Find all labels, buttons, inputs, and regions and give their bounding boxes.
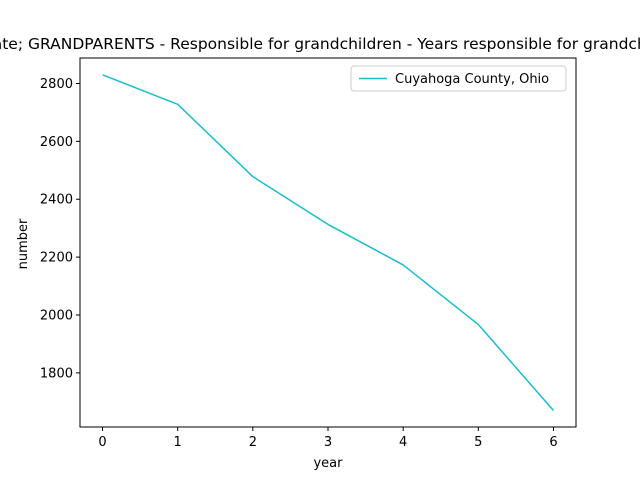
plot-area: 0 1 2 3 4 5 6 1800 2000 2200 2400 2600 2800 Cuyahoga … xyxy=(40,57,577,450)
y-axis-label: number xyxy=(16,218,31,269)
legend-box xyxy=(350,65,567,92)
x-axis-label: year xyxy=(313,456,343,471)
x-tick-label: 2 xyxy=(249,435,257,450)
x-tick-label: 6 xyxy=(549,435,557,450)
y-tick-label: 2200 xyxy=(40,251,73,266)
chart-title: Estimate; GRANDPARENTS - Responsible for… xyxy=(0,35,640,53)
x-tick-label: 5 xyxy=(474,435,482,450)
plot-frame xyxy=(79,57,577,428)
x-tick-label: 0 xyxy=(98,435,106,450)
y-tick-label: 2400 xyxy=(40,193,73,208)
y-tick-label: 1800 xyxy=(40,366,73,381)
y-tick-label: 2600 xyxy=(40,135,73,150)
x-tick-label: 1 xyxy=(174,435,182,450)
series-line-0 xyxy=(102,74,555,411)
legend-entry: Cuyahoga County, Ohio xyxy=(395,72,549,87)
x-tick-label: 4 xyxy=(399,435,407,450)
x-tick-label: 3 xyxy=(324,435,332,450)
y-tick-label: 2000 xyxy=(40,308,73,323)
y-tick-label: 2800 xyxy=(40,77,73,92)
